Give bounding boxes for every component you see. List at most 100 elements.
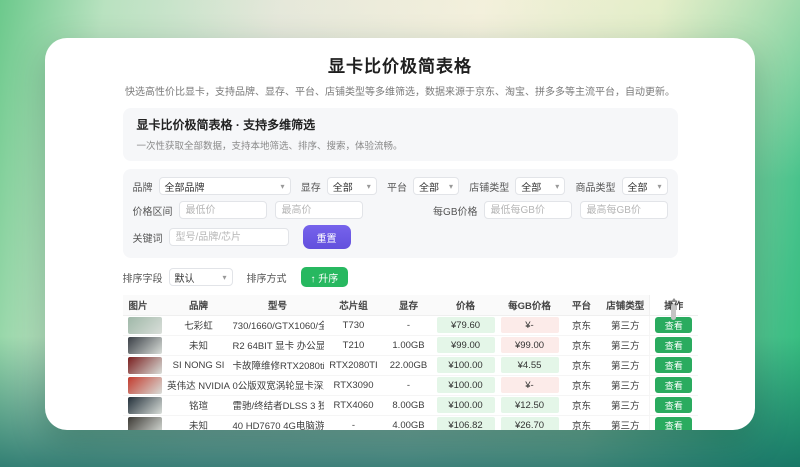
cell-memory: - <box>383 375 434 396</box>
cell-model: 卡故障维修RTX2080ti好 <box>231 355 324 376</box>
col-image[interactable]: 图片 <box>122 295 166 316</box>
product-thumbnail[interactable] <box>127 396 162 414</box>
price-badge: ¥100.00 <box>436 357 495 373</box>
cell-shop-type: 第三方 <box>601 415 650 430</box>
product-thumbnail[interactable] <box>127 336 162 354</box>
cell-memory: 1.00GB <box>383 335 434 356</box>
cell-brand: 铭瑄 <box>165 395 232 416</box>
price-max-input[interactable] <box>274 201 363 219</box>
intro-title: 显卡比价极简表格 · 支持多维筛选 <box>136 118 316 132</box>
cell-chipset: RTX2080TI <box>323 355 384 376</box>
table-row: 铭瑄 雷驰/终结者DLSS 3 独立 RTX4060 8.00GB ¥100.0… <box>122 395 698 416</box>
main-card: 显卡比价极简表格 快选高性价比显卡，支持品牌、显存、平台、店铺类型等多维筛选，数… <box>45 38 755 430</box>
view-button[interactable]: 查看 <box>655 417 693 430</box>
cell-memory: 8.00GB <box>383 395 434 416</box>
price-badge: ¥100.00 <box>436 397 495 413</box>
intro-panel: 显卡比价极简表格 · 支持多维筛选 一次性获取全部数据，支持本地筛选、排序、搜索… <box>122 108 678 161</box>
per-gb-price-label: 每GB价格 <box>433 206 478 218</box>
cell-platform: 京东 <box>561 415 602 430</box>
product-thumbnail[interactable] <box>127 416 162 430</box>
cell-brand: 未知 <box>165 415 232 430</box>
col-brand[interactable]: 品牌 <box>165 295 232 316</box>
price-badge: ¥79.60 <box>436 317 495 333</box>
product-type-label: 商品类型 <box>575 182 616 194</box>
product-thumbnail[interactable] <box>127 376 162 394</box>
product-type-select[interactable]: 全部 ▾ <box>621 177 668 195</box>
cell-brand: 未知 <box>165 335 232 356</box>
sort-order-label: 排序方式 <box>246 273 287 285</box>
chevron-down-icon: ▾ <box>280 181 285 191</box>
gpu-table: 图片 品牌 型号 芯片组 显存 价格 每GB价格 平台 店铺类型 操作 七彩虹 … <box>122 295 698 430</box>
per-gb-badge: ¥26.70 <box>500 417 559 430</box>
table-scrollbar[interactable] <box>670 295 678 430</box>
page-subtitle: 快选高性价比显卡，支持品牌、显存、平台、店铺类型等多维筛选，数据来源于京东、淘宝… <box>125 87 675 98</box>
cell-shop-type: 第三方 <box>601 315 650 336</box>
memory-label: 显存 <box>300 182 321 194</box>
cell-shop-type: 第三方 <box>601 375 650 396</box>
chevron-down-icon: ▾ <box>366 181 371 191</box>
page-title: 显卡比价极简表格 <box>328 57 472 76</box>
per-gb-max-input[interactable] <box>579 201 668 219</box>
memory-select[interactable]: 全部 ▾ <box>326 177 377 195</box>
brand-select[interactable]: 全部品牌 ▾ <box>158 177 291 195</box>
view-button[interactable]: 查看 <box>655 377 693 393</box>
per-gb-badge: ¥- <box>500 317 559 333</box>
platform-label: 平台 <box>387 182 407 194</box>
reset-button[interactable]: 重置 <box>302 225 351 249</box>
product-thumbnail[interactable] <box>127 356 162 374</box>
cell-shop-type: 第三方 <box>601 355 650 376</box>
cell-chipset: T210 <box>323 335 384 356</box>
table-header-row: 图片 品牌 型号 芯片组 显存 价格 每GB价格 平台 店铺类型 操作 <box>122 295 698 316</box>
cell-memory: 22.00GB <box>383 355 434 376</box>
col-model[interactable]: 型号 <box>231 295 324 316</box>
cell-memory: 4.00GB <box>383 415 434 430</box>
brand-label: 品牌 <box>132 182 153 194</box>
product-thumbnail[interactable] <box>127 316 162 334</box>
cell-chipset: - <box>323 415 384 430</box>
view-button[interactable]: 查看 <box>655 397 693 413</box>
col-platform[interactable]: 平台 <box>561 295 602 316</box>
keyword-input[interactable] <box>168 228 289 246</box>
filter-panel: 品牌 全部品牌 ▾ 显存 全部 ▾ 平台 全部 <box>122 169 678 258</box>
keyword-label: 关键词 <box>132 233 163 245</box>
platform-select[interactable]: 全部 ▾ <box>413 177 459 195</box>
cell-brand: 英伟达 NVIDIA <box>165 375 232 396</box>
per-gb-badge: ¥99.00 <box>500 337 559 353</box>
col-per-gb[interactable]: 每GB价格 <box>497 295 562 316</box>
sort-field-label: 排序字段 <box>122 273 163 285</box>
price-badge: ¥106.82 <box>436 417 495 430</box>
sort-order-button[interactable]: ↑ 升序 <box>300 267 349 287</box>
shop-type-select[interactable]: 全部 ▾ <box>515 177 566 195</box>
col-memory[interactable]: 显存 <box>383 295 434 316</box>
cell-chipset: T730 <box>323 315 384 336</box>
shop-type-label: 店铺类型 <box>469 182 510 194</box>
table-row: 英伟达 NVIDIA 0公版双宽涡轮显卡深度 RTX3090 - ¥100.00… <box>122 375 698 396</box>
table-row: SI NONG SI 卡故障维修RTX2080ti好 RTX2080TI 22.… <box>122 355 698 376</box>
per-gb-badge: ¥12.50 <box>500 397 559 413</box>
intro-subtitle: 一次性获取全部数据，支持本地筛选、排序、搜索，体验流畅。 <box>136 141 403 152</box>
chevron-down-icon: ▾ <box>222 272 227 282</box>
scroll-up-icon[interactable] <box>670 298 677 302</box>
chevron-down-icon: ▾ <box>448 181 453 191</box>
cell-chipset: RTX4060 <box>323 395 384 416</box>
col-price[interactable]: 价格 <box>433 295 498 316</box>
chevron-down-icon: ▾ <box>555 181 560 191</box>
view-button[interactable]: 查看 <box>655 317 693 333</box>
table-body: 七彩虹 730/1660/GTX1060/全 T730 - ¥79.60 ¥- … <box>122 315 698 430</box>
per-gb-min-input[interactable] <box>483 201 572 219</box>
price-min-input[interactable] <box>178 201 267 219</box>
cell-model: 雷驰/终结者DLSS 3 独立 <box>231 395 324 416</box>
col-shop-type[interactable]: 店铺类型 <box>601 295 650 316</box>
view-button[interactable]: 查看 <box>655 357 693 373</box>
table-row: 七彩虹 730/1660/GTX1060/全 T730 - ¥79.60 ¥- … <box>122 315 698 336</box>
scrollbar-thumb[interactable] <box>671 304 676 320</box>
cell-chipset: RTX3090 <box>323 375 384 396</box>
cell-platform: 京东 <box>561 355 602 376</box>
cell-memory: - <box>383 315 434 336</box>
price-badge: ¥99.00 <box>436 337 495 353</box>
col-chipset[interactable]: 芯片组 <box>323 295 384 316</box>
per-gb-badge: ¥4.55 <box>500 357 559 373</box>
view-button[interactable]: 查看 <box>655 337 693 353</box>
cell-platform: 京东 <box>561 335 602 356</box>
sort-field-select[interactable]: 默认 ▾ <box>168 268 233 286</box>
